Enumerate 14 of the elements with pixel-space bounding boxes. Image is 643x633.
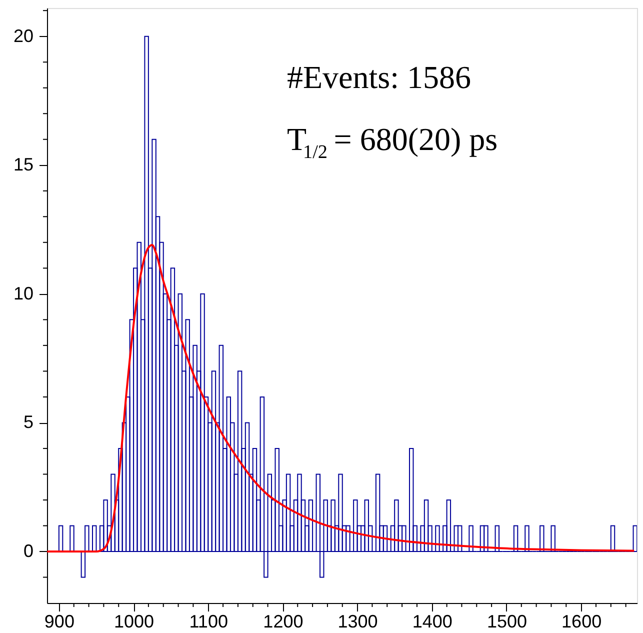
x-tick-label: 1100 [189,612,228,632]
y-tick-label: 5 [23,412,34,432]
x-tick-label: 1600 [562,612,602,632]
y-tick-label: 20 [13,26,34,46]
y-tick-label: 15 [13,154,34,175]
x-tick-label: 1500 [486,612,527,632]
x-tick-label: 1200 [263,612,304,632]
x-tick-label: 900 [44,612,74,632]
y-tick-label: 0 [23,540,34,561]
x-tick-label: 1400 [412,612,452,632]
y-tick-label: 10 [13,283,34,304]
x-tick-label: 1000 [114,612,154,632]
x-tick-label: 1300 [338,612,378,632]
annotation: #Events: 1586 [287,59,471,95]
